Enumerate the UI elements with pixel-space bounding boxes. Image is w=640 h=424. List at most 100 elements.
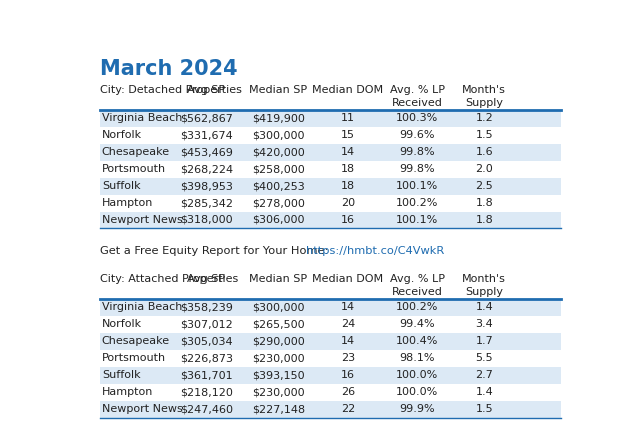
Text: $453,469: $453,469	[180, 147, 233, 157]
Text: Avg SP: Avg SP	[188, 274, 225, 284]
Text: $285,342: $285,342	[180, 198, 233, 208]
Text: 1.4: 1.4	[476, 387, 493, 397]
Text: $268,224: $268,224	[180, 164, 233, 174]
Text: 100.0%: 100.0%	[396, 370, 438, 380]
Text: 2.5: 2.5	[476, 181, 493, 191]
Text: $419,900: $419,900	[252, 113, 305, 123]
Text: $230,000: $230,000	[252, 387, 305, 397]
Text: $227,148: $227,148	[252, 404, 305, 414]
Text: Hampton: Hampton	[102, 387, 153, 397]
Bar	[100, 178, 561, 195]
Text: 1.5: 1.5	[476, 130, 493, 140]
Text: 1.8: 1.8	[476, 198, 493, 208]
Text: $226,873: $226,873	[180, 353, 233, 363]
Text: 18: 18	[340, 164, 355, 174]
Bar	[100, 315, 561, 333]
Text: $218,120: $218,120	[180, 387, 233, 397]
Text: 2.0: 2.0	[476, 164, 493, 174]
Bar	[100, 384, 561, 401]
Text: Median SP: Median SP	[250, 274, 307, 284]
Text: $306,000: $306,000	[252, 215, 305, 225]
Text: Norfolk: Norfolk	[102, 319, 142, 329]
Text: $290,000: $290,000	[252, 336, 305, 346]
Text: 100.4%: 100.4%	[396, 336, 438, 346]
Text: $307,012: $307,012	[180, 319, 233, 329]
Text: $305,034: $305,034	[180, 336, 233, 346]
Text: City: Attached Properties: City: Attached Properties	[100, 274, 238, 284]
Text: 23: 23	[340, 353, 355, 363]
Text: Month's
Supply: Month's Supply	[462, 274, 506, 297]
Text: 100.1%: 100.1%	[396, 215, 438, 225]
Text: $258,000: $258,000	[252, 164, 305, 174]
Text: 99.4%: 99.4%	[399, 319, 435, 329]
Text: 100.2%: 100.2%	[396, 302, 438, 312]
Bar	[100, 161, 561, 178]
Text: March 2024: March 2024	[100, 59, 237, 79]
Text: Newport News: Newport News	[102, 215, 182, 225]
Bar	[100, 401, 561, 418]
Text: 100.3%: 100.3%	[396, 113, 438, 123]
Bar	[100, 350, 561, 367]
Bar	[100, 298, 561, 315]
Text: 24: 24	[340, 319, 355, 329]
Text: $420,000: $420,000	[252, 147, 305, 157]
Text: $361,701: $361,701	[180, 370, 233, 380]
Text: 1.4: 1.4	[476, 302, 493, 312]
Text: $562,867: $562,867	[180, 113, 233, 123]
Bar	[100, 110, 561, 127]
Text: 22: 22	[340, 404, 355, 414]
Text: Suffolk: Suffolk	[102, 370, 140, 380]
Text: 16: 16	[341, 215, 355, 225]
Text: 11: 11	[341, 113, 355, 123]
Text: 99.6%: 99.6%	[399, 130, 435, 140]
Text: Get a Free Equity Report for Your Home:: Get a Free Equity Report for Your Home:	[100, 246, 328, 257]
Text: Median DOM: Median DOM	[312, 85, 383, 95]
Text: $300,000: $300,000	[252, 302, 305, 312]
Bar	[100, 367, 561, 384]
Text: City: Detached Properties: City: Detached Properties	[100, 85, 242, 95]
Text: 100.2%: 100.2%	[396, 198, 438, 208]
Text: 98.1%: 98.1%	[399, 353, 435, 363]
Text: 1.6: 1.6	[476, 147, 493, 157]
Text: Avg. % LP
Received: Avg. % LP Received	[390, 274, 445, 297]
Text: Portsmouth: Portsmouth	[102, 353, 166, 363]
Text: 20: 20	[340, 198, 355, 208]
Text: 1.8: 1.8	[476, 215, 493, 225]
Text: 99.8%: 99.8%	[399, 147, 435, 157]
Text: 26: 26	[340, 387, 355, 397]
Text: $278,000: $278,000	[252, 198, 305, 208]
Text: $247,460: $247,460	[180, 404, 233, 414]
Text: $265,500: $265,500	[252, 319, 305, 329]
Text: $300,000: $300,000	[252, 130, 305, 140]
Text: Chesapeake: Chesapeake	[102, 336, 170, 346]
Text: Chesapeake: Chesapeake	[102, 147, 170, 157]
Text: 14: 14	[340, 336, 355, 346]
Text: Avg SP: Avg SP	[188, 85, 225, 95]
Bar	[100, 333, 561, 350]
Text: $358,239: $358,239	[180, 302, 233, 312]
Text: Median SP: Median SP	[250, 85, 307, 95]
Text: Avg. % LP
Received: Avg. % LP Received	[390, 85, 445, 108]
Bar	[100, 212, 561, 229]
Text: 5.5: 5.5	[476, 353, 493, 363]
Text: Portsmouth: Portsmouth	[102, 164, 166, 174]
Text: 2.7: 2.7	[476, 370, 493, 380]
Text: Median DOM: Median DOM	[312, 274, 383, 284]
Text: 1.5: 1.5	[476, 404, 493, 414]
Text: 18: 18	[340, 181, 355, 191]
Text: Newport News: Newport News	[102, 404, 182, 414]
Text: 100.0%: 100.0%	[396, 387, 438, 397]
Text: Virginia Beach: Virginia Beach	[102, 113, 182, 123]
Text: Hampton: Hampton	[102, 198, 153, 208]
Text: 16: 16	[341, 370, 355, 380]
Text: 99.8%: 99.8%	[399, 164, 435, 174]
Text: $331,674: $331,674	[180, 130, 233, 140]
Text: $398,953: $398,953	[180, 181, 233, 191]
Text: 100.1%: 100.1%	[396, 181, 438, 191]
Text: $318,000: $318,000	[180, 215, 233, 225]
Text: 14: 14	[340, 147, 355, 157]
Text: Suffolk: Suffolk	[102, 181, 140, 191]
Bar	[100, 144, 561, 161]
Text: 1.7: 1.7	[476, 336, 493, 346]
Text: Norfolk: Norfolk	[102, 130, 142, 140]
